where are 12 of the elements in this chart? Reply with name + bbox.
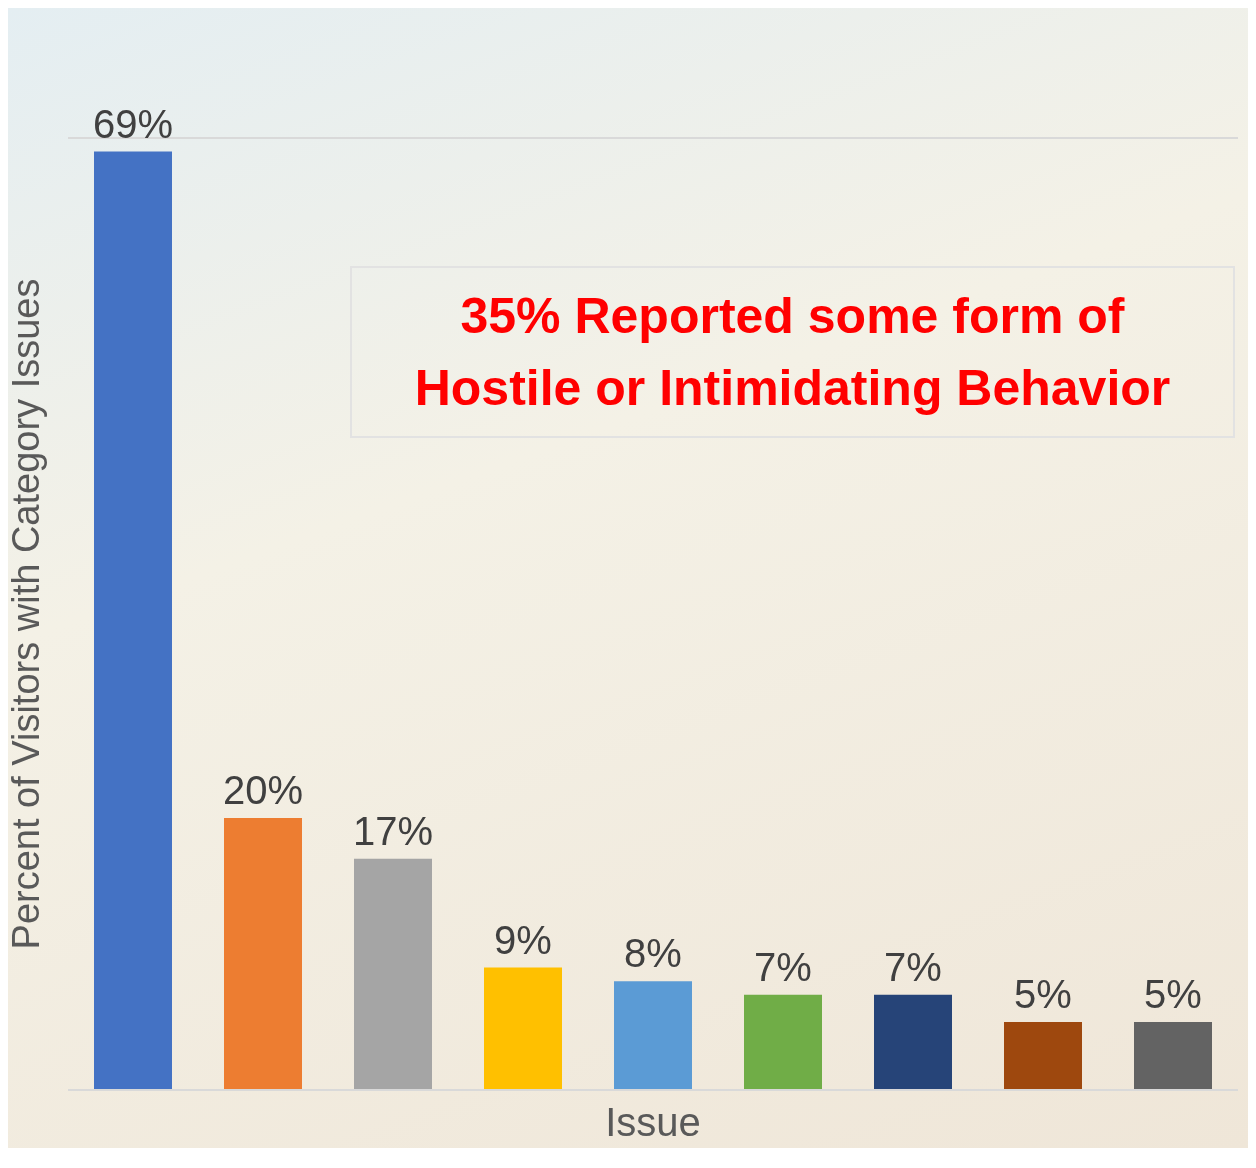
- data-label: 5%: [1144, 972, 1202, 1016]
- x-axis-title: Issue: [605, 1100, 701, 1144]
- annotation: 35% Reported some form of Hostile or Intimidating Behavior: [350, 266, 1235, 438]
- data-label: 8%: [624, 931, 682, 976]
- data-label: 5%: [1014, 972, 1072, 1016]
- data-label: 7%: [754, 944, 812, 989]
- data-label: 7%: [884, 944, 942, 989]
- data-label: 9%: [494, 917, 552, 962]
- data-label: 69%: [92, 101, 174, 146]
- data-label: 20%: [222, 768, 304, 812]
- y-axis-title: Percent of Visitors with Category Issues: [5, 278, 48, 950]
- data-label: 17%: [352, 808, 434, 853]
